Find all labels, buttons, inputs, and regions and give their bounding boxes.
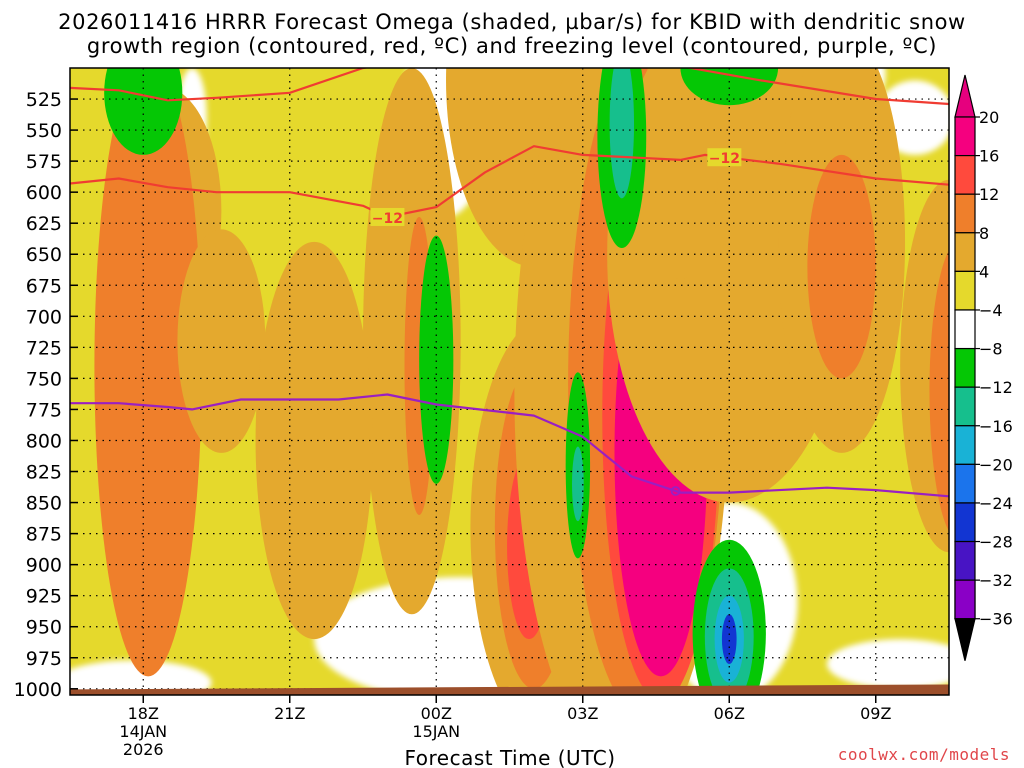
contour-line-2	[70, 393, 949, 498]
colorbar-swatch-13	[954, 579, 976, 620]
colorbar: 20 16 12 8 4 −4 −8 −12 −16 −20 −24 −28 −32 −36	[954, 74, 1013, 661]
y-tick-label-700: 700	[26, 306, 62, 328]
omega-cell-up-8-6	[255, 241, 373, 640]
colorbar-swatch-5	[954, 309, 976, 350]
y-tick-label-850: 850	[26, 493, 62, 515]
y-tick-label-525: 525	[26, 89, 62, 111]
y-tick-label-1000: 1000	[14, 679, 62, 701]
y-tick-label-925: 925	[26, 586, 62, 608]
y-tick-label-775: 775	[26, 399, 62, 421]
x-axis-label: Forecast Time (UTC)	[404, 746, 615, 768]
y-tick-label-675: 675	[26, 275, 62, 297]
omega-cell-up-12-16	[807, 154, 876, 379]
y-tick-label-975: 975	[26, 648, 62, 670]
omega-cell-down-8-20	[104, 68, 183, 155]
colorbar-bottom-arrow	[954, 618, 976, 661]
y-tick-label-800: 800	[26, 430, 62, 452]
omega-cell-down-12-26	[572, 446, 584, 522]
contour-label-0: −12	[372, 211, 403, 227]
colorbar-swatch-11	[954, 540, 976, 581]
omega-near-zero-region	[826, 639, 949, 689]
omega-near-zero-region	[70, 660, 212, 695]
contour-line-0	[70, 68, 949, 106]
chart-title: 2026011416 HRRR Forecast Omega (shaded, …	[58, 10, 966, 34]
colorbar-label-3: 8	[979, 224, 989, 243]
colorbar-label-7: −12	[979, 378, 1013, 397]
x-tick-label-18Z: 18Z	[128, 704, 159, 723]
gridlines	[70, 68, 949, 695]
colorbar-swatch-2	[954, 193, 976, 234]
colorbar-label-4: 4	[979, 262, 989, 281]
colorbar-swatch-9	[954, 463, 976, 504]
x-tick-date-14JAN: 14JAN	[119, 722, 167, 741]
x-tick-year-2026: 2026	[123, 740, 164, 759]
y-tick-label-550: 550	[26, 120, 62, 142]
omega-cell-up-8-19	[641, 68, 720, 280]
colorbar-swatch-3	[954, 232, 976, 272]
colorbar-label-6: −8	[979, 340, 1003, 359]
x-tick-label-21Z: 21Z	[274, 704, 305, 723]
credit-text: coolwx.com/models	[837, 745, 1010, 764]
y-tick-label-825: 825	[26, 462, 62, 484]
colorbar-label-13: −36	[979, 610, 1013, 629]
y-tick-label-600: 600	[26, 182, 62, 204]
omega-cell-up-12-18	[929, 250, 949, 532]
terrain-ground	[70, 684, 949, 695]
y-tick-label-900: 900	[26, 555, 62, 577]
colorbar-swatch-4	[954, 270, 976, 311]
contour-label-bg-1	[707, 148, 742, 167]
ground-surface	[70, 684, 949, 695]
colorbar-label-9: −20	[979, 455, 1013, 474]
x-tick-label-03Z: 03Z	[567, 704, 598, 723]
y-tick-label-875: 875	[26, 524, 62, 546]
colorbar-label-10: −24	[979, 494, 1013, 513]
omega-cell-down-8-21	[419, 235, 454, 484]
omega-cell-down-12-23	[609, 68, 635, 199]
colorbar-top-arrow	[954, 74, 976, 118]
x-tick-label-00Z: 00Z	[421, 704, 452, 723]
y-tick-label-950: 950	[26, 617, 62, 639]
contour-label-bg-0	[370, 207, 405, 226]
colorbar-label-2: 12	[979, 185, 999, 204]
colorbar-swatch-8	[954, 425, 976, 465]
x-tick-label-06Z: 06Z	[714, 704, 745, 723]
colorbar-swatch-0	[954, 116, 976, 157]
colorbar-label-8: −16	[979, 417, 1013, 436]
y-tick-label-725: 725	[26, 337, 62, 359]
colorbar-label-12: −32	[979, 571, 1013, 590]
colorbar-label-0: 20	[979, 108, 999, 127]
y-tick-label-625: 625	[26, 213, 62, 235]
y-tick-label-650: 650	[26, 244, 62, 266]
colorbar-label-5: −4	[979, 301, 1003, 320]
colorbar-label-11: −28	[979, 533, 1013, 552]
omega-cell-down-8-24	[680, 68, 779, 106]
colorbar-swatch-6	[954, 347, 976, 388]
colorbar-swatch-10	[954, 502, 976, 543]
colorbar-label-1: 16	[979, 147, 999, 166]
contour-lines: −12 −12	[70, 68, 949, 498]
omega-cell-down-24-30	[721, 614, 737, 664]
y-tick-label-750: 750	[26, 368, 62, 390]
chart-title-line-2: growth region (contoured, red, ºC) and f…	[86, 34, 938, 58]
omega-shading	[70, 68, 949, 695]
contour-label-1: −12	[709, 151, 740, 167]
omega-cell-up-8-2	[177, 229, 266, 453]
x-tick-date-15JAN: 15JAN	[412, 722, 460, 741]
x-tick-label-09Z: 09Z	[860, 704, 891, 723]
plot-frame	[69, 67, 950, 696]
y-tick-label-575: 575	[26, 151, 62, 173]
omega-cell-up-12-1	[94, 68, 202, 677]
freezing-level-label-marker	[670, 486, 681, 496]
colorbar-swatch-1	[954, 154, 976, 195]
colorbar-swatch-7	[954, 386, 976, 427]
y-axis: 525 550 575 600 625 650 675 700 725 750 775 800 825 8…	[14, 89, 78, 701]
